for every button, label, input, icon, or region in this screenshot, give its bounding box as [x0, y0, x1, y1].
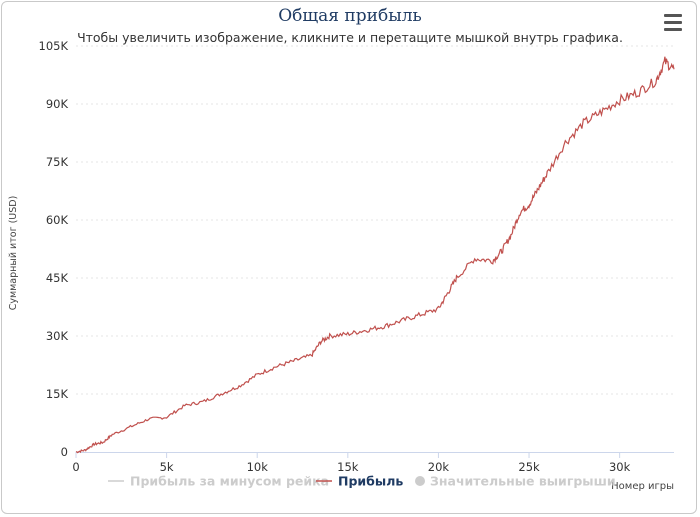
legend-label: Прибыль за минусом рейка	[130, 474, 329, 489]
y-axis-label: Суммарный итог (USD)	[8, 196, 19, 311]
series-line-profit[interactable]	[75, 56, 675, 454]
y-tick-label: 60K	[46, 213, 69, 227]
x-axis-ticks: 0 5k 10k 15k 20k 25k 30k	[72, 452, 631, 474]
menu-bar	[664, 14, 682, 17]
legend-label: Прибыль	[338, 474, 403, 489]
x-tick-label: 0	[72, 460, 79, 474]
y-tick-label: 75K	[46, 155, 69, 169]
legend-item[interactable]: Значительные выигрыши	[415, 474, 616, 489]
chart-subtitle: Чтобы увеличить изображение, кликните и …	[77, 30, 623, 45]
x-axis-label: Номер игры	[611, 481, 674, 492]
gridlines	[76, 45, 674, 395]
y-tick-label: 105K	[39, 39, 69, 53]
y-tick-label: 90K	[46, 97, 69, 111]
hamburger-menu-icon[interactable]	[662, 14, 684, 34]
x-tick-label: 10k	[247, 460, 269, 474]
x-tick-label: 5k	[160, 460, 174, 474]
y-tick-label: 45K	[46, 271, 69, 285]
x-tick-label: 20k	[428, 460, 450, 474]
legend-marker	[415, 476, 425, 486]
y-tick-label: 15K	[46, 387, 69, 401]
y-axis-ticks: 0 15K 30K 45K 60K 75K 90K 105K	[39, 39, 69, 459]
x-tick-label: 30k	[609, 460, 631, 474]
menu-bar	[664, 28, 682, 31]
legend-label: Значительные выигрыши	[430, 474, 616, 489]
x-tick-label: 15k	[337, 460, 359, 474]
x-tick-label: 25k	[518, 460, 540, 474]
series-group	[75, 56, 675, 454]
legend: Прибыль за минусом рейка Прибыль Значитель…	[108, 474, 616, 489]
menu-bar	[664, 21, 682, 24]
y-tick-label: 0	[61, 445, 68, 459]
y-tick-label: 30K	[46, 329, 69, 343]
chart-title: Общая прибыль	[278, 6, 422, 26]
legend-item[interactable]: Прибыль за минусом рейка	[108, 474, 329, 489]
legend-item[interactable]: Прибыль	[316, 474, 403, 489]
